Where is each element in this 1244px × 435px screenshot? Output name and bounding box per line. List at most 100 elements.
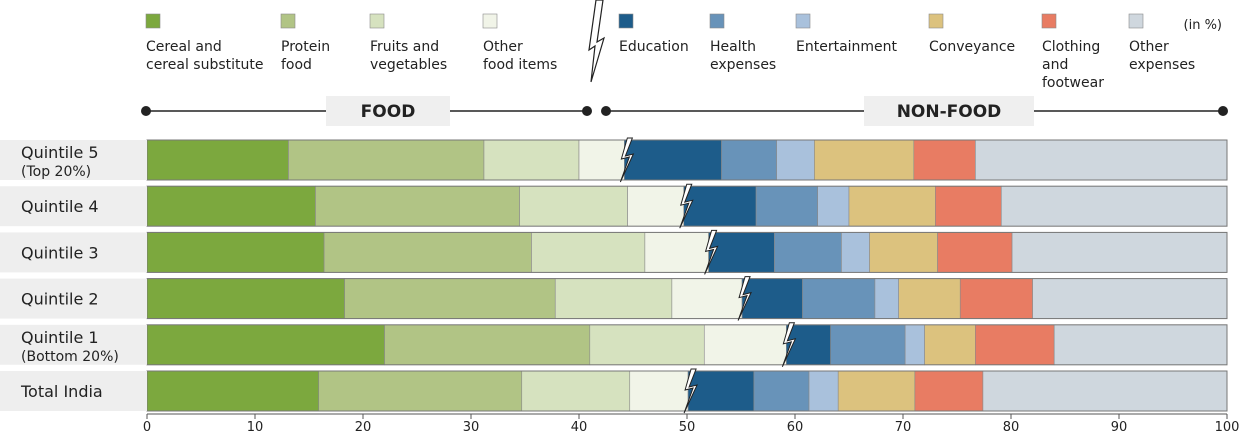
bar-segment bbox=[914, 370, 984, 412]
break-glyph bbox=[683, 368, 698, 414]
bar-segment bbox=[146, 324, 385, 366]
legend-label: Other expenses bbox=[1129, 39, 1195, 73]
legend-swatch bbox=[280, 13, 296, 29]
bar-segment bbox=[913, 139, 976, 181]
row-label: Quintile 2 bbox=[21, 290, 99, 309]
x-tick-label: 20 bbox=[355, 420, 372, 435]
legend-label: Protein food bbox=[281, 39, 330, 73]
bar-row bbox=[146, 185, 1228, 227]
bar-segment bbox=[624, 139, 722, 181]
legend-item: Other food items bbox=[482, 13, 557, 73]
nonfood-label: NON-FOOD bbox=[897, 102, 1002, 122]
bar-segment bbox=[146, 139, 289, 181]
bar-segment bbox=[774, 232, 842, 273]
nonfood-label-box bbox=[864, 96, 1034, 126]
legend-item: Other expenses bbox=[1128, 13, 1195, 73]
x-tick-label: 80 bbox=[1003, 420, 1020, 435]
bar-segment bbox=[683, 185, 757, 227]
break-glyph bbox=[781, 322, 797, 368]
bar-segment bbox=[318, 370, 523, 412]
bar-segment bbox=[786, 324, 831, 366]
legend-swatch bbox=[709, 13, 725, 29]
bar-segment bbox=[627, 185, 685, 227]
bar-segment bbox=[814, 139, 915, 181]
bar-segment bbox=[146, 185, 316, 227]
bar-segment bbox=[753, 370, 810, 412]
legend-swatch bbox=[795, 13, 811, 29]
row-label-bg bbox=[0, 278, 147, 319]
legend-swatch bbox=[618, 13, 634, 29]
bar-segment bbox=[1032, 278, 1228, 319]
bar-row bbox=[146, 231, 1228, 273]
row-label: Quintile 5 bbox=[21, 143, 99, 162]
legend-item: Fruits and vegetables bbox=[369, 13, 447, 73]
bar-segment bbox=[344, 278, 556, 319]
break-glyph bbox=[588, 0, 605, 83]
legend-swatch bbox=[928, 13, 944, 29]
row-label-bg bbox=[0, 232, 147, 273]
bar-segment bbox=[671, 278, 743, 319]
bar-segment bbox=[531, 232, 646, 273]
food-label-box bbox=[326, 96, 450, 126]
bar-segment bbox=[869, 232, 938, 273]
bar-segment bbox=[776, 139, 815, 181]
food-nonfood-breaks bbox=[619, 137, 797, 414]
bar-segment bbox=[741, 278, 803, 319]
bar-segment bbox=[937, 232, 1013, 273]
food-label: FOOD bbox=[361, 102, 416, 122]
x-tick-label: 70 bbox=[895, 420, 912, 435]
legend-item: Protein food bbox=[280, 13, 330, 73]
bars bbox=[146, 139, 1228, 412]
unit-label: (in %) bbox=[1184, 18, 1222, 33]
legend-label: Education bbox=[619, 39, 689, 55]
legend-swatch bbox=[1128, 13, 1144, 29]
bar-segment bbox=[837, 370, 916, 412]
bar-segment bbox=[975, 324, 1055, 366]
legend-label: Cereal and cereal substitute bbox=[146, 39, 263, 73]
bar-segment bbox=[924, 324, 976, 366]
bar-segment bbox=[904, 324, 925, 366]
legend-label: Entertainment bbox=[796, 39, 898, 55]
bar-segment bbox=[975, 139, 1228, 181]
legend-swatch bbox=[369, 13, 385, 29]
legend-label: Other food items bbox=[483, 39, 557, 73]
x-tick-label: 30 bbox=[463, 420, 480, 435]
bar-row bbox=[146, 278, 1228, 320]
bar-segment bbox=[935, 185, 1002, 227]
x-tick-label: 10 bbox=[247, 420, 264, 435]
bar-segment bbox=[1053, 324, 1228, 366]
row-label: Quintile 4 bbox=[21, 197, 99, 216]
legend-item: Clothing and footwear bbox=[1041, 13, 1104, 91]
legend-label: Health expenses bbox=[710, 39, 776, 73]
x-tick-label: 40 bbox=[571, 420, 588, 435]
bar-segment bbox=[898, 278, 961, 319]
bar-segment bbox=[841, 232, 870, 273]
bar-segment bbox=[808, 370, 839, 412]
legend-label: Clothing and footwear bbox=[1042, 39, 1104, 91]
break-glyph bbox=[704, 229, 719, 275]
break-glyph bbox=[737, 276, 752, 321]
bar-segment bbox=[1000, 185, 1228, 227]
bar-segment bbox=[687, 370, 755, 412]
legend-label: Conveyance bbox=[929, 39, 1015, 55]
bar-segment bbox=[755, 185, 818, 227]
row-label-bg bbox=[0, 140, 147, 180]
nonfood-bracket-end bbox=[601, 106, 611, 116]
row-sublabel: (Top 20%) bbox=[21, 164, 91, 180]
x-tick-label: 0 bbox=[143, 420, 151, 435]
legend-swatch bbox=[145, 13, 161, 29]
legend-label: Fruits and vegetables bbox=[370, 39, 447, 73]
bar-segment bbox=[644, 232, 709, 273]
bar-segment bbox=[629, 370, 689, 412]
bar-segment bbox=[802, 278, 876, 319]
break-glyph bbox=[679, 183, 694, 229]
legend-swatch bbox=[1041, 13, 1057, 29]
x-tick-label: 50 bbox=[679, 420, 696, 435]
row-sublabel: (Bottom 20%) bbox=[21, 349, 119, 365]
bar-segment bbox=[519, 185, 628, 227]
bar-segment bbox=[146, 370, 320, 412]
row-label: Total India bbox=[20, 382, 103, 401]
legend-item: Conveyance bbox=[928, 13, 1015, 55]
bar-segment bbox=[708, 232, 775, 273]
bar-segment bbox=[848, 185, 936, 227]
